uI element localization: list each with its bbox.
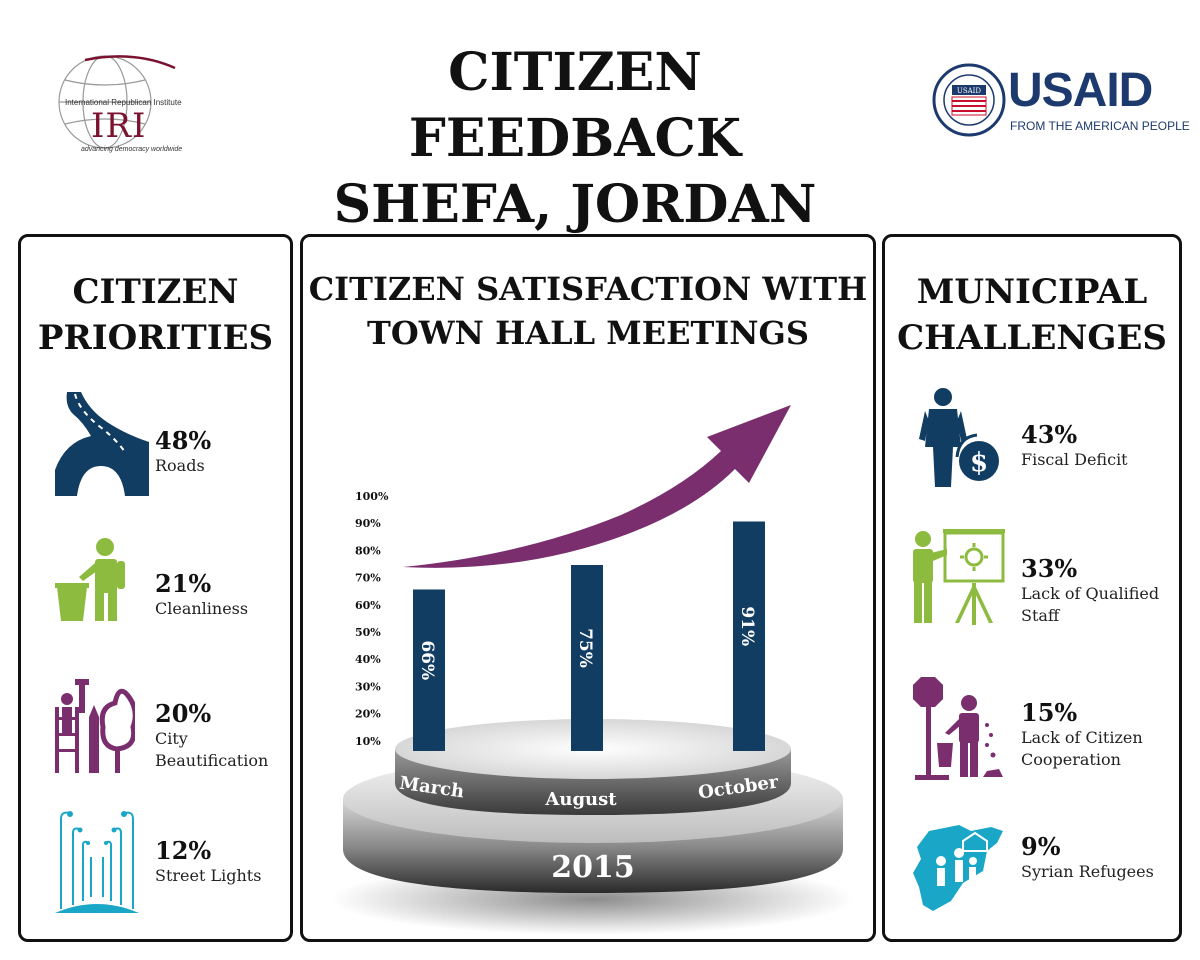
challenge-label-line2: Cooperation [1021,750,1121,769]
priorities-title: CITIZEN PRIORITIES [37,272,274,358]
satisfaction-panel: CITIZEN SATISFACTION WITH TOWN HALL MEET… [300,234,876,942]
bar-october [733,521,765,751]
businessman-dollar-icon: $ [919,388,999,487]
bar-march [413,589,445,751]
y-axis-ticks: 10% 20% 30% 40% 50% 60% 70% 80% 90% 100% [355,490,389,748]
priority-label: Street Lights [155,866,262,885]
challenges-title: MUNICIPAL CHALLENGES [897,272,1167,358]
title-line-2: SHEFA, JORDAN [333,174,817,235]
bars: 66% 75% 91% [413,521,765,751]
iri-tagline: advancing democracy worldwide [81,146,183,153]
presenter-board-icon [913,529,1005,625]
page-title: CITIZEN FEEDBACK SHEFA, JORDAN [300,40,850,238]
usaid-seal-inner: USAID [957,87,982,95]
usaid-tagline: FROM THE AMERICAN PEOPLE [1010,119,1190,133]
syria-map-refugees-icon [913,825,1003,911]
y-tick-label: 50% [355,626,381,639]
year-label: 2015 [551,850,635,885]
bar-value-label: 75% [575,628,595,668]
street-lights-icon [55,811,139,913]
iri-top-text: International Republican Institute [65,98,182,107]
challenge-value: 15% [1021,698,1078,727]
y-tick-label: 10% [355,735,381,748]
iri-acronym: IRI [91,106,147,146]
challenge-value: 33% [1021,554,1078,583]
priority-label: Roads [155,456,205,475]
challenge-item-fiscal-deficit: 43% Fiscal Deficit [1021,421,1181,471]
priority-item-city-beautification: 20% City Beautification [155,700,290,772]
satisfaction-title: CITIZEN SATISFACTION WITH TOWN HALL MEET… [308,270,868,352]
podium [331,719,855,935]
stop-sign-person-icon [913,677,1003,780]
priority-value: 21% [155,569,212,598]
priority-item-street-lights: 12% Street Lights [155,837,261,887]
priority-label: Cleanliness [155,599,249,618]
trash-person-icon [55,538,125,621]
challenge-label: Lack of Citizen [1021,728,1143,747]
painter-tree-icon [55,679,135,773]
iri-globe-icon [58,55,176,149]
challenge-label-line2: Staff [1021,606,1060,625]
challenge-label: Fiscal Deficit [1021,450,1128,469]
y-tick-label: 70% [355,572,381,585]
citizen-priorities-panel: CITIZEN PRIORITIES 48% Roads 21% Cleanli… [18,234,293,942]
satisfaction-bar-chart: 10% 20% 30% 40% 50% 60% 70% 80% 90% 100% 66% 75% 91… [331,405,855,935]
priority-item-cleanliness: 21% Cleanliness [155,570,248,620]
challenge-value: 9% [1021,832,1061,861]
bar-august [571,565,603,751]
usaid-logo: USAID USAID FROM THE AMERICAN PEOPLE [932,63,1190,143]
challenge-item-citizen-cooperation: 15% Lack of Citizen Cooperation [1021,699,1181,771]
y-tick-label: 30% [355,680,381,693]
challenge-label: Lack of Qualified [1021,584,1160,603]
challenge-item-qualified-staff: 33% Lack of Qualified Staff [1021,555,1181,627]
y-tick-label: 60% [355,599,381,612]
challenge-label: Syrian Refugees [1021,862,1154,881]
y-tick-label: 90% [355,517,381,530]
svg-text:$: $ [970,448,988,478]
challenge-value: 43% [1021,420,1078,449]
category-label: August [544,789,617,810]
road-icon [55,392,149,496]
y-tick-label: 40% [355,653,381,666]
bar-value-label: 66% [417,640,437,680]
usaid-wordmark: USAID [1008,64,1153,117]
priority-value: 20% [155,699,212,728]
bar-value-label: 91% [737,606,757,646]
challenge-item-syrian-refugees: 9% Syrian Refugees [1021,833,1181,883]
y-tick-label: 80% [355,544,381,557]
priority-value: 12% [155,836,212,865]
trend-arrow-icon [403,405,791,568]
usaid-seal-icon: USAID [932,63,1006,137]
priority-label: City Beautification [155,729,269,770]
y-tick-label: 100% [355,490,389,503]
y-tick-label: 20% [355,708,381,721]
priority-value: 48% [155,426,212,455]
iri-logo: International Republican Institute IRI a… [55,50,195,160]
priority-item-roads: 48% Roads [155,427,211,477]
title-line-1: CITIZEN FEEDBACK [408,42,742,169]
municipal-challenges-panel: MUNICIPAL CHALLENGES $ 43% Fiscal Defici… [882,234,1182,942]
